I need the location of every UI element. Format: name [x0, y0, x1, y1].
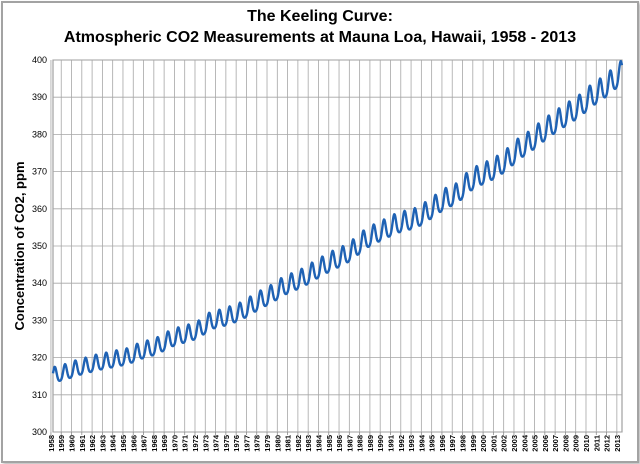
- x-tick-label: 2011: [592, 435, 601, 451]
- x-tick-label: 2012: [603, 435, 612, 452]
- x-tick-label: 1967: [140, 435, 149, 452]
- x-tick-label: 1958: [47, 435, 56, 452]
- x-tick-label: 1980: [273, 435, 282, 452]
- chart-title: The Keeling Curve: Atmospheric CO2 Measu…: [0, 6, 640, 48]
- x-tick-label: 1985: [325, 435, 334, 452]
- y-tick-label: 350: [32, 241, 47, 251]
- y-tick-label: 320: [32, 353, 47, 363]
- x-tick-label: 2010: [582, 435, 591, 452]
- y-tick-label: 370: [32, 167, 47, 177]
- x-tick-label: 1960: [68, 435, 77, 452]
- x-tick-label: 1963: [98, 435, 107, 452]
- y-tick-label: 340: [32, 278, 47, 288]
- y-tick-label: 360: [32, 204, 47, 214]
- x-tick-label: 2005: [531, 435, 540, 452]
- x-tick-label: 1997: [448, 435, 457, 452]
- x-tick-label: 1973: [201, 435, 210, 452]
- x-tick-label: 1962: [88, 435, 97, 452]
- x-tick-label: 1981: [284, 435, 293, 452]
- x-tick-label: 1988: [356, 435, 365, 452]
- co2-series-line: [51, 60, 624, 382]
- x-tick-label: 1992: [397, 435, 406, 452]
- x-tick-label: 1965: [119, 435, 128, 452]
- x-tick-label: 1966: [129, 435, 138, 452]
- x-tick-label: 1996: [438, 435, 447, 452]
- x-tick-label: 1977: [242, 435, 251, 452]
- x-tick-label: 1964: [109, 434, 118, 452]
- y-axis-label: Concentration of CO2, ppm: [12, 162, 27, 331]
- x-tick-label: 1989: [366, 435, 375, 452]
- x-tick-label: 2003: [510, 435, 519, 452]
- x-tick-label: 1961: [78, 435, 87, 452]
- x-tick-label: 1976: [232, 435, 241, 452]
- y-tick-label: 310: [32, 390, 47, 400]
- x-tick-label: 2009: [572, 435, 581, 452]
- x-tick-label: 2001: [489, 435, 498, 452]
- x-tick-label: 2004: [520, 434, 529, 452]
- x-tick-label: 1984: [314, 434, 323, 452]
- x-tick-label: 1995: [428, 435, 437, 452]
- x-tick-label: 2000: [479, 435, 488, 452]
- y-tick-label: 300: [32, 427, 47, 437]
- y-tick-label: 390: [32, 92, 47, 102]
- x-tick-label: 2006: [541, 435, 550, 452]
- x-tick-label: 1998: [459, 435, 468, 452]
- x-tick-label: 1986: [335, 435, 344, 452]
- x-tick-label: 1982: [294, 435, 303, 452]
- x-tick-label: 1994: [417, 434, 426, 452]
- x-tick-label: 1974: [212, 434, 221, 452]
- x-tick-label: 2008: [561, 435, 570, 452]
- x-tick-label: 1971: [181, 435, 190, 452]
- x-tick-label: 2007: [551, 435, 560, 452]
- y-tick-label: 330: [32, 315, 47, 325]
- x-tick-label: 1993: [407, 435, 416, 452]
- x-tick-label: 1968: [150, 435, 159, 452]
- x-tick-label: 1972: [191, 435, 200, 452]
- x-tick-label: 1959: [57, 435, 66, 452]
- chart-title-line-2: Atmospheric CO2 Measurements at Mauna Lo…: [63, 29, 577, 46]
- chart-title-line-1: The Keeling Curve:: [247, 8, 393, 25]
- x-tick-label: 1970: [170, 435, 179, 452]
- x-tick-label: 1975: [222, 435, 231, 452]
- x-tick-label: 1990: [376, 435, 385, 452]
- x-tick-label: 1979: [263, 435, 272, 452]
- x-tick-label: 2013: [613, 435, 622, 452]
- x-tick-label: 2002: [500, 435, 509, 452]
- x-tick-label: 1999: [469, 435, 478, 452]
- x-tick-label: 1969: [160, 435, 169, 452]
- x-tick-label: 1983: [304, 435, 313, 452]
- y-tick-label: 380: [32, 129, 47, 139]
- x-tick-label: 1991: [386, 435, 395, 452]
- x-tick-label: 1987: [345, 435, 354, 452]
- x-tick-label: 1978: [253, 435, 262, 452]
- y-tick-label: 400: [32, 55, 47, 65]
